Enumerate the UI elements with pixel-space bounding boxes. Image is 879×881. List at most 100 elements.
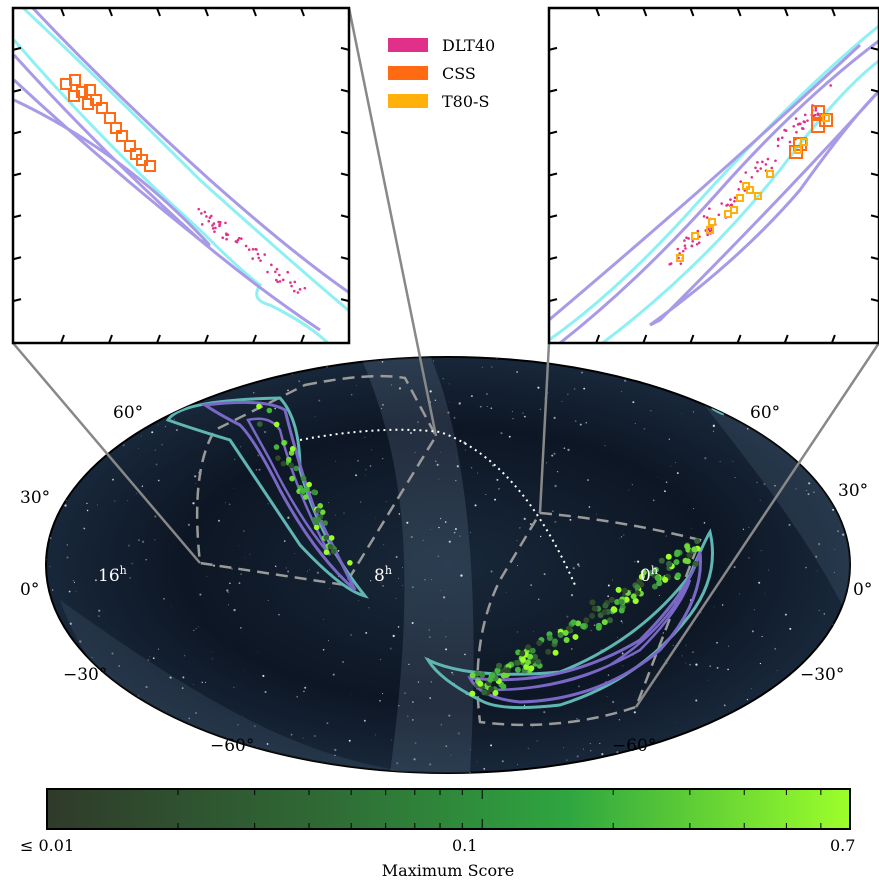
candidate-dot	[595, 622, 602, 629]
star	[182, 766, 184, 768]
star	[94, 579, 97, 582]
dlt40-marker	[209, 214, 213, 218]
star	[152, 361, 155, 364]
contours-left	[165, 396, 370, 599]
star	[689, 755, 692, 758]
dlt40-marker	[794, 117, 798, 120]
star	[685, 644, 687, 646]
star	[470, 395, 473, 398]
star	[842, 745, 845, 748]
star	[242, 715, 244, 717]
star	[240, 446, 242, 448]
star	[511, 410, 514, 413]
tick	[252, 334, 257, 344]
star	[240, 627, 242, 629]
tick	[12, 256, 22, 261]
star	[206, 575, 208, 578]
star	[528, 357, 530, 358]
star	[448, 383, 450, 385]
star	[154, 515, 157, 518]
star	[790, 376, 793, 379]
star	[369, 435, 371, 436]
dlt40-marker	[756, 169, 759, 173]
star	[355, 474, 358, 477]
tick	[689, 7, 695, 17]
candidate-dot	[529, 647, 536, 654]
star	[138, 539, 140, 541]
candidate-dot	[273, 444, 280, 450]
star	[601, 753, 604, 756]
dlt40-marker	[259, 259, 262, 262]
star	[334, 748, 337, 752]
dlt40-marker	[275, 267, 279, 271]
dlt40-marker	[225, 237, 228, 241]
dlt40-marker	[303, 286, 307, 290]
dlt40-marker	[263, 253, 267, 256]
star	[728, 725, 731, 728]
candidate-dot	[293, 465, 299, 472]
star	[451, 671, 453, 674]
star	[86, 509, 89, 512]
star	[66, 544, 68, 546]
star	[309, 568, 310, 570]
star	[721, 604, 724, 606]
dlt40-marker	[681, 249, 685, 253]
star	[620, 391, 622, 392]
star	[604, 445, 606, 447]
t80s-marker	[754, 192, 762, 200]
star	[369, 465, 372, 467]
star	[445, 636, 447, 638]
star	[433, 360, 435, 362]
star	[621, 536, 623, 538]
dlt40-marker	[813, 113, 817, 117]
star	[758, 581, 761, 584]
star	[453, 416, 456, 419]
star	[470, 531, 472, 533]
star	[577, 563, 580, 566]
candidate-dot	[514, 659, 521, 666]
star	[704, 457, 707, 460]
star	[141, 485, 144, 487]
star	[229, 582, 231, 585]
star	[453, 531, 456, 534]
candidate-dot	[632, 598, 639, 605]
star	[66, 556, 69, 559]
star	[634, 561, 636, 563]
star	[454, 682, 455, 684]
tick	[548, 256, 558, 261]
star	[501, 760, 504, 763]
star	[448, 401, 450, 403]
star	[759, 662, 762, 665]
candidate-dot	[330, 548, 337, 555]
star	[583, 357, 585, 359]
star	[662, 632, 665, 634]
star	[118, 664, 121, 667]
star	[296, 370, 298, 371]
star	[593, 624, 596, 626]
candidate-dot	[524, 659, 531, 666]
star	[585, 421, 588, 424]
star	[523, 704, 526, 706]
star	[796, 357, 798, 359]
candidate-dot	[601, 609, 608, 616]
star	[567, 448, 570, 452]
star	[122, 444, 125, 447]
css-marker	[811, 105, 825, 119]
star	[477, 472, 479, 474]
star	[695, 699, 698, 702]
star	[681, 655, 683, 657]
star	[829, 430, 831, 432]
dlt40-marker	[211, 224, 214, 227]
star	[457, 732, 460, 735]
star	[430, 681, 432, 683]
inset-left	[11, 6, 351, 345]
t80s-marker	[706, 226, 714, 234]
candidate-dot	[623, 596, 630, 603]
dlt40-marker	[776, 144, 780, 148]
star	[616, 751, 619, 754]
footprint-left	[195, 374, 438, 587]
dlt40-marker	[683, 244, 687, 247]
star	[789, 760, 792, 763]
star	[326, 722, 329, 725]
star	[304, 686, 307, 689]
